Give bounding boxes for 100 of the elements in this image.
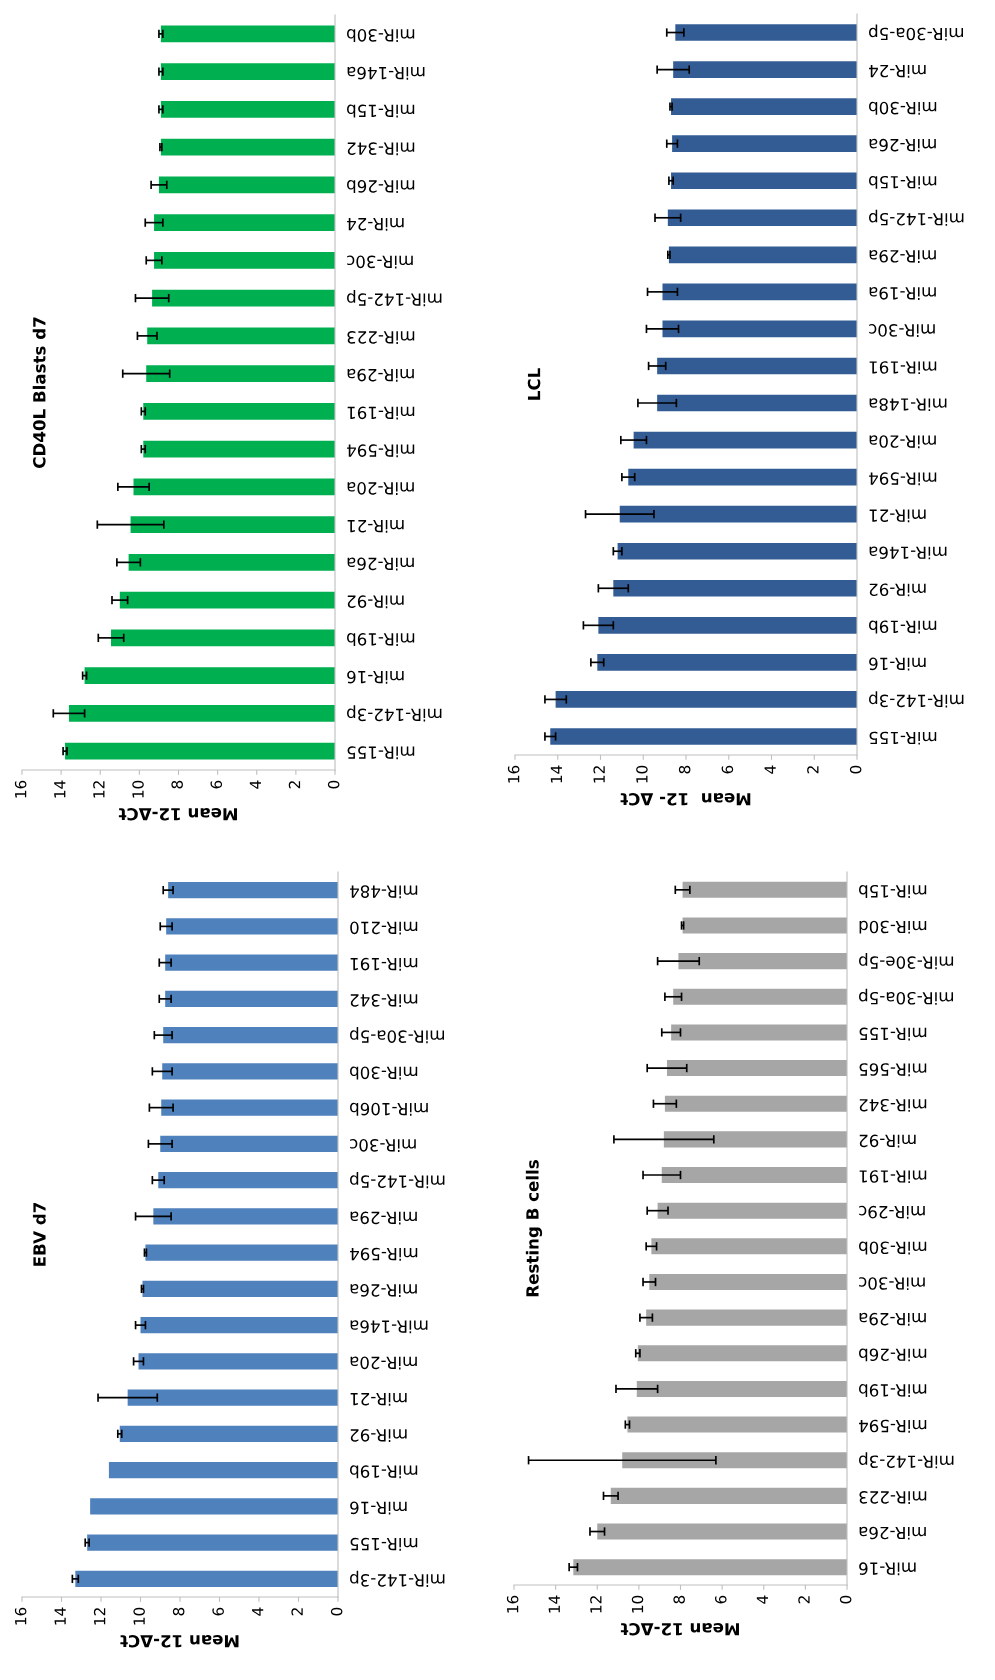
y-tick-label: miR-146a	[350, 1320, 428, 1334]
bar	[662, 283, 857, 301]
bar	[127, 1389, 338, 1406]
text: EBV d7	[32, 1203, 46, 1266]
bar	[65, 742, 335, 760]
y-tick-label: miR-146a	[347, 66, 425, 80]
bar	[671, 172, 857, 190]
y-tick-label: miR-210	[350, 921, 418, 935]
x-tick-label: 10	[132, 780, 144, 798]
bar	[622, 1452, 847, 1469]
bar	[657, 394, 857, 412]
y-tick-label: miR-15b	[869, 175, 937, 189]
y-tick-label: miR-29a	[350, 1211, 417, 1225]
bar	[671, 1024, 847, 1041]
bar	[657, 357, 857, 375]
x-tick-label: 10	[636, 765, 648, 783]
x-tick-label: 2	[288, 781, 301, 789]
bar	[68, 704, 335, 722]
bar	[675, 24, 857, 41]
x-tick-label: 6	[212, 1607, 224, 1616]
y-tick-label: miR-21	[869, 509, 926, 523]
y-tick-label: miR-142-3p	[350, 1570, 445, 1587]
y-tick-label: miR-30d	[859, 920, 927, 934]
bar	[140, 1316, 338, 1334]
bar	[153, 1208, 338, 1225]
text: Resting B cells	[525, 1160, 543, 1297]
bar	[160, 25, 335, 43]
x-tick-label: 12	[590, 1596, 602, 1613]
bar	[673, 988, 847, 1005]
x-tick-label: 14	[54, 1607, 66, 1625]
y-tick-label: miR-19b	[859, 1384, 927, 1397]
bar	[133, 478, 335, 496]
y-tick-label: miR-142-3p	[347, 705, 442, 722]
y-tick-label: miR-155	[347, 746, 415, 760]
y-tick-label: miR-342	[859, 1098, 927, 1112]
bar	[158, 176, 335, 194]
x-tick-label: 16	[14, 780, 27, 798]
bar	[597, 1523, 847, 1540]
bar	[130, 516, 335, 534]
y-tick-label: miR-29a	[859, 1312, 926, 1326]
y-tick-label: miR-594	[350, 1247, 418, 1261]
y-tick-label: miR-565	[859, 1063, 927, 1077]
bar	[673, 61, 857, 78]
y-tick-label: miR-15b	[859, 884, 927, 898]
y-tick-label: miR-191	[869, 361, 937, 375]
bar	[143, 440, 335, 458]
x-tick-label: 8	[678, 765, 691, 774]
bar	[163, 1026, 338, 1044]
bar	[617, 542, 857, 560]
bar	[661, 1167, 847, 1184]
y-tick-label: miR-594	[347, 444, 415, 458]
bar	[128, 553, 335, 571]
y-tick-label: miR-30a-5p	[869, 24, 964, 41]
bar	[646, 1309, 847, 1326]
y-tick-label: miR-19b	[869, 620, 937, 634]
bar	[636, 1380, 847, 1397]
bar	[168, 881, 338, 899]
bar	[682, 881, 847, 898]
bar	[158, 1171, 338, 1189]
bar	[598, 616, 857, 634]
x-tick-label: 0	[327, 780, 340, 789]
x-tick-label: 8	[172, 1607, 185, 1616]
y-tick-label: miR-191	[347, 406, 415, 420]
x-axis-title: Mean 12-ΔCt	[120, 1634, 239, 1648]
y-tick-label: miR-92	[347, 595, 404, 609]
x-axis-title: Mean 12- ΔCt	[620, 792, 751, 806]
y-tick-label: miR-20a	[350, 1356, 417, 1370]
x-tick-label: 2	[798, 1596, 810, 1604]
bar	[108, 1461, 338, 1479]
x-tick-label: 12	[93, 1608, 106, 1625]
x-tick-label: 2	[807, 766, 819, 774]
y-tick-label: miR-30a-5p	[350, 1027, 445, 1044]
y-tick-label: miR-148a	[869, 398, 947, 412]
y-tick-label: miR-142-5p	[350, 1172, 445, 1189]
y-tick-label: miR-142-5p	[869, 209, 964, 226]
bar	[165, 990, 338, 1008]
x-tick-label: 16	[506, 1595, 519, 1613]
y-tick-label: miR-26a	[347, 557, 414, 571]
bar	[619, 505, 857, 523]
bar	[160, 100, 335, 118]
bar	[668, 246, 857, 264]
x-tick-label: 0	[849, 765, 862, 774]
y-tick-label: miR-26a	[859, 1526, 926, 1540]
bar	[637, 1345, 847, 1362]
bar	[90, 1498, 338, 1515]
bar	[671, 98, 857, 115]
bar	[672, 135, 857, 153]
bar	[555, 691, 857, 708]
bar	[147, 327, 335, 345]
x-tick-label: 14	[54, 780, 66, 798]
y-tick-label: miR-142-3p	[859, 1452, 954, 1469]
x-tick-label: 0	[330, 1607, 343, 1616]
y-tick-label: miR-20a	[347, 482, 414, 495]
y-tick-label: miR-594	[859, 1419, 927, 1433]
bar	[145, 1244, 338, 1261]
x-tick-label: 10	[133, 1607, 145, 1625]
y-tick-label: miR-19b	[347, 633, 415, 646]
bar	[146, 365, 335, 383]
bar	[119, 591, 335, 609]
y-tick-label: miR-19b	[350, 1465, 418, 1479]
